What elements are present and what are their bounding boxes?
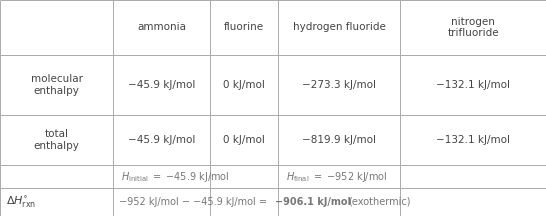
Text: (exothermic): (exothermic) <box>348 197 411 207</box>
Text: $\Delta H^{\circ}_{\rm{rxn}}$: $\Delta H^{\circ}_{\rm{rxn}}$ <box>6 194 36 210</box>
Text: molecular
enthalpy: molecular enthalpy <box>31 74 82 96</box>
Text: −273.3 kJ/mol: −273.3 kJ/mol <box>302 80 376 90</box>
Text: ammonia: ammonia <box>137 22 186 32</box>
Text: −45.9 kJ/mol: −45.9 kJ/mol <box>128 135 195 145</box>
Text: −132.1 kJ/mol: −132.1 kJ/mol <box>436 80 510 90</box>
Text: $\it{H}_{\rm{final}}$ $=$ −952 kJ/mol: $\it{H}_{\rm{final}}$ $=$ −952 kJ/mol <box>286 170 388 184</box>
Text: −952 kJ/mol − −45.9 kJ/mol =: −952 kJ/mol − −45.9 kJ/mol = <box>119 197 270 207</box>
Text: $\it{H}_{\rm{initial}}$ $=$ −45.9 kJ/mol: $\it{H}_{\rm{initial}}$ $=$ −45.9 kJ/mol <box>121 170 230 184</box>
Text: −819.9 kJ/mol: −819.9 kJ/mol <box>302 135 376 145</box>
Text: nitrogen
trifluoride: nitrogen trifluoride <box>447 17 499 38</box>
Text: 0 kJ/mol: 0 kJ/mol <box>223 135 265 145</box>
Text: fluorine: fluorine <box>224 22 264 32</box>
Text: 0 kJ/mol: 0 kJ/mol <box>223 80 265 90</box>
Text: −45.9 kJ/mol: −45.9 kJ/mol <box>128 80 195 90</box>
Text: hydrogen fluoride: hydrogen fluoride <box>293 22 385 32</box>
Text: total
enthalpy: total enthalpy <box>33 129 79 151</box>
Text: −906.1 kJ/mol: −906.1 kJ/mol <box>275 197 351 207</box>
Text: −132.1 kJ/mol: −132.1 kJ/mol <box>436 135 510 145</box>
